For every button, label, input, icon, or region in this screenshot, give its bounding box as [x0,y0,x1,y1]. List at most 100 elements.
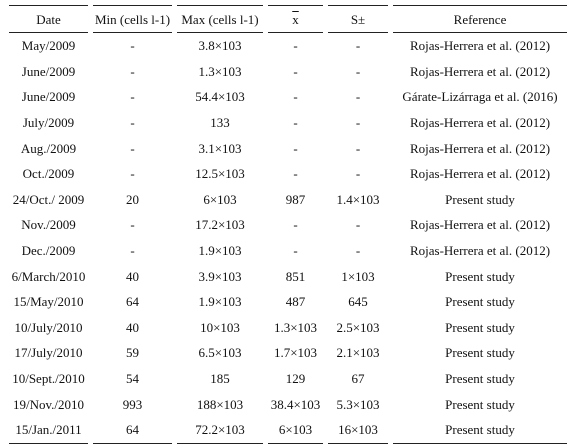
cell-date: Oct./2009 [22,166,75,182]
cell-min: - [130,63,135,79]
cell-sd: - [355,89,361,105]
table-row: 6/March/2010 40 3.9×103 851 1×103 Present stu… [9,263,567,289]
cell-mean: 1.3×103 [273,319,318,335]
header-mean: x [268,5,323,33]
cell-mean: - [293,38,298,54]
cell-mean: 487 [285,294,306,310]
cell-min: - [130,115,135,131]
cell-max: 133 [210,115,230,131]
cell-reference: Present study [445,371,515,387]
cell-mean: 851 [285,268,306,284]
cell-min: - [130,140,135,156]
table-row: Oct./2009 - 12.5×103 - - Rojas-Herrera et al.… [9,161,567,187]
cell-date: 6/March/2010 [11,268,86,284]
cell-sd: 1×103 [341,268,375,284]
table-row: 10/Sept./2010 54 185 129 67 Present study [9,366,567,392]
cell-date: Nov./2009 [21,217,76,233]
cell-max: 72.2×103 [177,417,263,444]
cell-mean: 38.4×103 [270,396,321,412]
cell-min: - [130,166,135,182]
cell-sd: 1.4×103 [336,191,380,207]
cell-date: 10/July/2010 [14,319,83,335]
cell-mean: - [293,243,298,259]
cell-mean: - [293,63,298,79]
cell-reference: Present study [445,294,515,310]
cell-mean: - [293,115,298,131]
cell-max: 54.4×103 [195,89,245,105]
cell-max: 188×103 [196,396,244,412]
cell-max: 1.3×103 [198,63,242,79]
table-row: May/2009 - 3.8×103 - - Rojas-Herrera et al. (… [9,33,567,59]
cell-sd: - [355,115,361,131]
cell-min: - [130,89,135,105]
cell-sd: 2.1×103 [336,345,380,361]
cell-min: - [130,38,135,54]
cell-max: 3.1×103 [198,140,242,156]
cell-date: July/2009 [22,115,75,131]
cell-reference: Present study [445,396,515,412]
abundance-table: Date Min (cells l-1) Max (cells l-1) x S… [4,5,567,444]
cell-reference: Present study [393,417,567,444]
cell-reference: Present study [445,191,515,207]
cell-reference: Rojas-Herrera et al. (2012) [409,115,551,131]
cell-date: 17/July/2010 [14,345,83,361]
cell-max: 3.9×103 [198,268,242,284]
cell-reference: Present study [445,319,515,335]
cell-min: 993 [122,396,143,412]
cell-reference: Rojas-Herrera et al. (2012) [409,140,551,156]
cell-min: 40 [126,319,139,335]
header-sd: S± [328,5,388,33]
cell-max: 3.8×103 [198,38,242,54]
cell-reference: Present study [445,345,515,361]
cell-date: 10/Sept./2010 [12,371,85,387]
cell-sd: 645 [348,294,368,310]
cell-max: 10×103 [200,319,240,335]
cell-reference: Rojas-Herrera et al. (2012) [409,217,551,233]
cell-date: May/2009 [21,38,76,54]
table-row: Dec./2009 - 1.9×103 - - Rojas-Herrera et al. … [9,238,567,264]
cell-date: Aug./2009 [20,140,77,156]
abundance-table-container: Date Min (cells l-1) Max (cells l-1) x S… [4,5,567,444]
cell-mean: 987 [285,191,306,207]
cell-reference: Rojas-Herrera et al. (2012) [409,166,551,182]
table-row: Aug./2009 - 3.1×103 - - Rojas-Herrera et al. … [9,135,567,161]
cell-mean: 1.7×103 [273,345,318,361]
table-row: 15/Jan./2011 64 72.2×103 6×103 16×103 Present… [9,417,567,444]
table-row: 24/Oct./ 2009 20 6×103 987 1.4×103 Present st… [9,187,567,213]
cell-mean: - [293,89,298,105]
table-header: Date Min (cells l-1) Max (cells l-1) x S… [9,5,567,33]
cell-sd: - [355,217,361,233]
table-body: May/2009 - 3.8×103 - - Rojas-Herrera et al. (… [9,33,567,444]
cell-sd: - [355,38,361,54]
cell-sd: - [355,166,361,182]
cell-max: 1.9×103 [198,243,242,259]
cell-mean: 6×103 [268,417,323,444]
cell-date: 19/Nov./2010 [12,396,85,412]
cell-date: Dec./2009 [21,243,76,259]
cell-min: 59 [126,345,139,361]
header-date: Date [9,5,88,33]
cell-min: - [130,243,135,259]
cell-max: 17.2×103 [195,217,245,233]
header-min: Min (cells l-1) [93,5,172,33]
cell-min: 40 [126,268,139,284]
cell-sd: 2.5×103 [336,319,380,335]
cell-date: June/2009 [21,89,76,105]
cell-sd: - [355,140,361,156]
cell-min: 54 [126,371,139,387]
cell-max: 6×103 [203,191,237,207]
cell-sd: - [355,63,361,79]
cell-date: June/2009 [21,63,76,79]
cell-min: 64 [93,417,172,444]
header-reference: Reference [393,5,567,33]
table-row: 17/July/2010 59 6.5×103 1.7×103 2.1×103 Prese… [9,340,567,366]
header-row: Date Min (cells l-1) Max (cells l-1) x S… [9,5,567,33]
cell-reference: Rojas-Herrera et al. (2012) [409,63,551,79]
table-row: June/2009 - 54.4×103 - - Gárate-Lizárraga et … [9,84,567,110]
cell-mean: - [293,217,298,233]
cell-min: 64 [126,294,139,310]
table-row: Nov./2009 - 17.2×103 - - Rojas-Herrera et al.… [9,212,567,238]
cell-mean: 129 [285,371,306,387]
cell-mean: - [293,166,298,182]
cell-date: 15/Jan./2011 [9,417,88,444]
